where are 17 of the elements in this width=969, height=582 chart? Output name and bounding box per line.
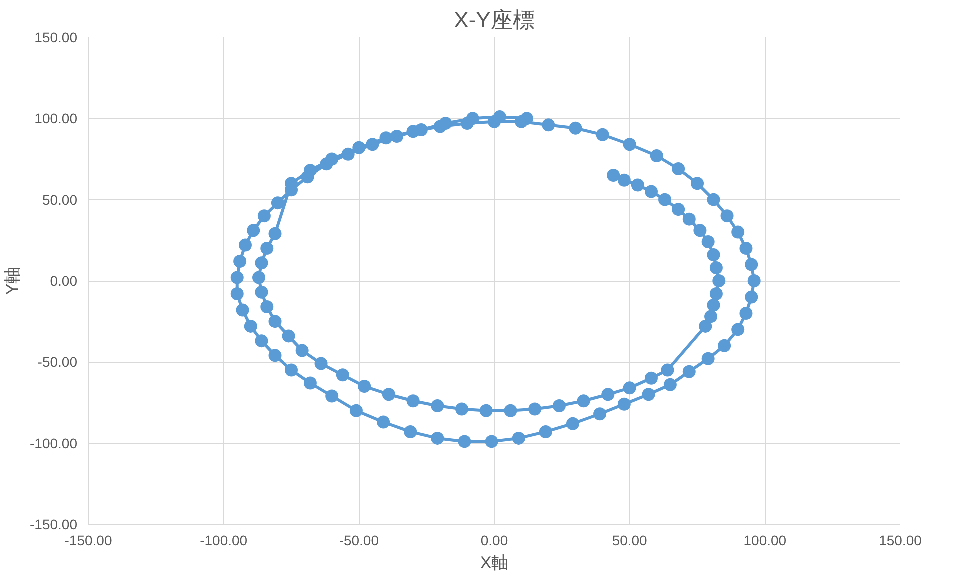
x-tick-label: -150.00 xyxy=(64,532,112,548)
y-tick-label: 50.00 xyxy=(42,192,78,208)
x-axis-title: X軸 xyxy=(480,554,509,572)
y-tick-label: 150.00 xyxy=(34,30,78,46)
y-tick-label: 0.00 xyxy=(50,273,78,289)
x-tick-label: 0.00 xyxy=(480,532,508,548)
y-tick-label: -100.00 xyxy=(30,435,78,452)
x-tick-label: -100.00 xyxy=(200,532,248,548)
y-tick-label: -50.00 xyxy=(38,354,78,370)
x-tick-label: 100.00 xyxy=(744,532,787,548)
x-tick-label: 50.00 xyxy=(612,532,648,548)
x-tick-label: 150.00 xyxy=(879,532,922,548)
y-tick-label: 100.00 xyxy=(34,110,78,127)
y-tick-label: -150.00 xyxy=(30,516,78,532)
y-axis-title: Y軸 xyxy=(3,266,22,296)
x-tick-label: -50.00 xyxy=(339,532,380,548)
chart-title: X-Y座標 xyxy=(454,8,535,32)
